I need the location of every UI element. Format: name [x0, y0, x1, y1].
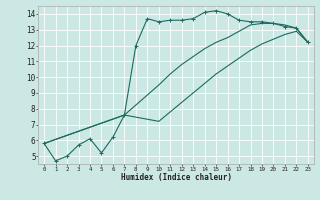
X-axis label: Humidex (Indice chaleur): Humidex (Indice chaleur) — [121, 173, 231, 182]
